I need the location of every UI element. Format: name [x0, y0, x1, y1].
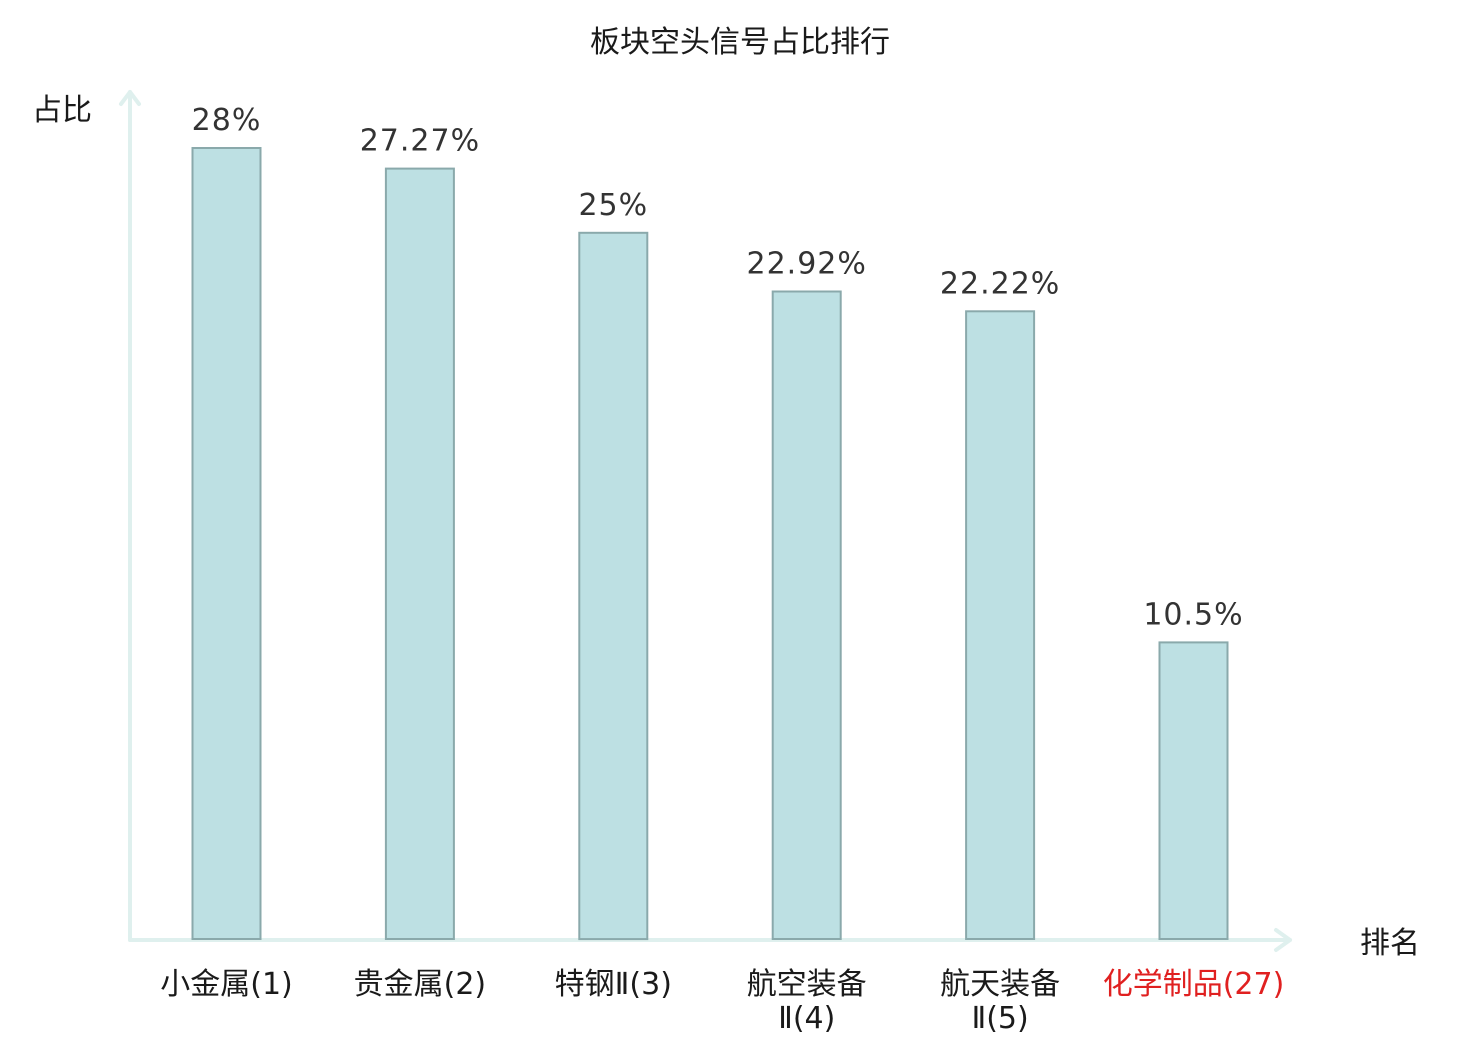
x-axis-title: 排名: [1360, 926, 1420, 961]
x-tick-label: Ⅱ(4): [778, 1001, 835, 1036]
data-label: 25%: [578, 188, 648, 223]
x-tick-label: Ⅱ(5): [971, 1001, 1028, 1036]
x-tick-label: 航天装备: [940, 967, 1060, 1002]
value-labels-group: 28% 27.27% 25% 22.92% 22.22% 10.5%: [192, 103, 1243, 632]
y-axis-title: 占比: [32, 93, 92, 128]
x-tick-label: 小金属(1): [160, 967, 293, 1002]
x-tick-label: 贵金属(2): [354, 967, 487, 1002]
bars-group: [191, 147, 1229, 941]
x-axis-arrow: [1274, 928, 1292, 952]
data-label: 10.5%: [1143, 597, 1243, 632]
x-tick-label: 特钢Ⅱ(3): [555, 967, 672, 1002]
data-label: 22.92%: [747, 247, 867, 282]
data-label: 27.27%: [360, 124, 480, 159]
bar: [965, 310, 1036, 940]
data-label: 22.22%: [940, 266, 1060, 301]
chart-title: 板块空头信号占比排行: [590, 25, 890, 60]
bar: [578, 231, 649, 941]
bar: [191, 147, 262, 940]
bar: [771, 290, 842, 940]
data-label: 28%: [192, 103, 262, 138]
x-tick-label: 航空装备: [747, 967, 867, 1002]
chart-axes: [119, 90, 1292, 952]
bar: [1158, 641, 1229, 941]
x-tick-label: 化学制品(27): [1103, 967, 1285, 1002]
bar: [384, 167, 455, 941]
